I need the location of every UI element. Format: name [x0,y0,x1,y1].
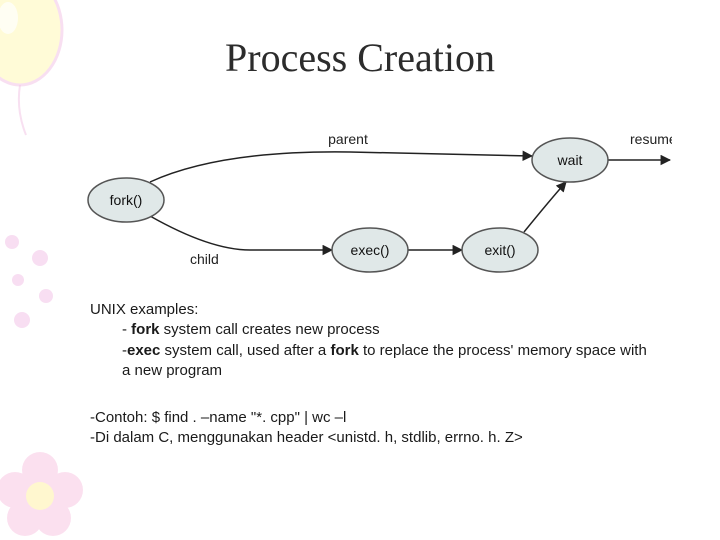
process-diagram: fork() exec() exit() wait parent child r… [70,120,672,280]
node-exec: exec() [332,228,408,272]
flower-decoration [0,440,100,540]
exec-bold2: fork [330,342,358,359]
exec-mid: system call, used after a [160,342,330,359]
node-exit-label: exit() [484,242,515,258]
label-parent: parent [328,131,368,147]
fork-bold: fork [131,321,159,338]
label-resumes: resumes [630,131,672,147]
contoh-block: -Contoh: $ find . –name "*. cpp" | wc –l… [90,408,650,449]
node-wait: wait [532,138,608,182]
edge-parent [150,152,532,182]
node-exit: exit() [462,228,538,272]
node-wait-label: wait [557,152,583,168]
unix-heading: UNIX examples: [90,300,650,320]
fork-line: - fork system call creates new process [90,320,650,340]
fork-rest: system call creates new process [160,321,380,338]
unix-examples-block: UNIX examples: - fork system call create… [90,300,650,381]
edge-child [150,216,332,250]
node-fork: fork() [88,178,164,222]
node-exec-label: exec() [351,242,390,258]
di-dalam-line: -Di dalam C, menggunakan header <unistd.… [90,428,650,448]
exec-bold1: exec [127,342,160,359]
contoh-line: -Contoh: $ find . –name "*. cpp" | wc –l [90,408,650,428]
exec-line: -exec system call, used after a fork to … [90,341,650,382]
node-fork-label: fork() [110,192,143,208]
label-child: child [190,251,219,267]
page-title: Process Creation [0,34,720,81]
edge-exit-wait [524,182,566,232]
dots-decoration [0,230,70,350]
fork-prefix: - [122,321,131,338]
